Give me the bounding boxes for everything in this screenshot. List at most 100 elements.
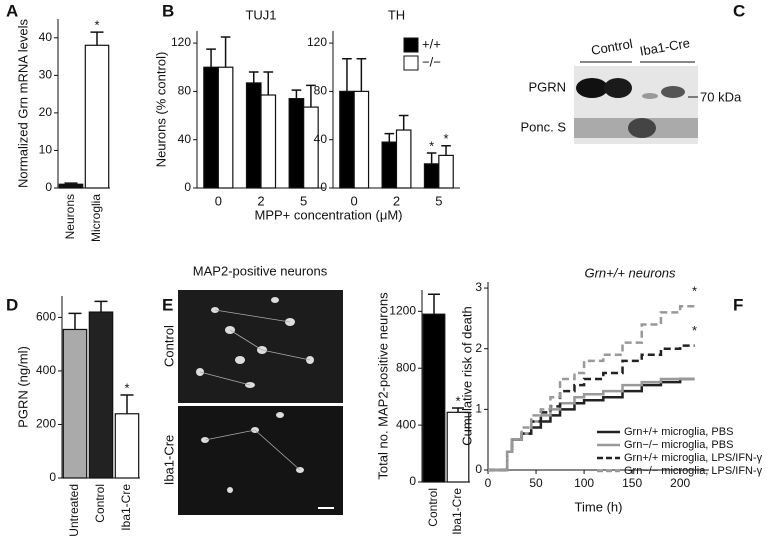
micrograph-panel: MAP2-positive neurons Control Iba1-Cre (161, 263, 343, 515)
x-tick-label: 0 (485, 476, 492, 490)
significance: * (429, 138, 434, 153)
y-tick-label: 0 (184, 180, 191, 194)
x-tick-label: Iba1-Cre (450, 488, 464, 535)
y-tick-label: 2 (475, 341, 482, 355)
bar (203, 66, 219, 189)
bar (303, 106, 319, 189)
micrograph-row-label: Iba1-Cre (161, 435, 176, 486)
y-tick-label: 20 (39, 105, 53, 119)
x-tick-label: 5 (300, 193, 307, 208)
legend-label: Grn+/+ microglia, PBS (624, 426, 733, 438)
x-tick-label: 0 (215, 193, 222, 208)
y-tick-label: 600 (36, 310, 56, 324)
error-bar (263, 71, 274, 96)
x-tick-label: 0 (351, 193, 358, 208)
micrograph-title: MAP2-positive neurons (193, 263, 328, 278)
band (576, 78, 608, 98)
bar (58, 183, 84, 189)
error-bar (356, 58, 367, 92)
y-tick-label: 40 (178, 132, 192, 146)
bar (395, 129, 412, 189)
x-tick-label: Iba1-Cre (119, 484, 133, 531)
y-tick-label: 200 (36, 417, 56, 431)
y-tick-label: 1200 (389, 304, 416, 318)
significance: * (124, 380, 129, 395)
y-tick-label: 1 (475, 402, 482, 416)
y-tick-label: 400 (36, 363, 56, 377)
x-tick-label: Control (426, 488, 440, 527)
x-tick-label: Neurons (63, 194, 77, 239)
micrograph-row-label: Control (161, 325, 176, 367)
y-axis-label: Total no. MAP2-positive neurons (375, 292, 390, 480)
band (661, 86, 685, 98)
significance: * (455, 393, 460, 408)
micrograph-image (178, 406, 343, 515)
error-bar (64, 182, 78, 185)
bar (381, 141, 398, 189)
x-tick-label: 2 (393, 193, 400, 208)
legend-label: Grn−/− microglia, PBS (624, 439, 733, 451)
panel-letter: B (162, 1, 174, 20)
band (604, 78, 632, 98)
legend-swatch (403, 55, 419, 71)
y-tick-label: 80 (178, 84, 192, 98)
y-tick-label: 30 (39, 68, 53, 82)
error-bar (306, 84, 316, 108)
bar (438, 154, 454, 189)
legend-label: −/− (422, 54, 441, 69)
error-bar (398, 114, 409, 131)
error-bar (248, 71, 259, 83)
y-axis-label: Normalized Grn mRNA levels (15, 18, 30, 188)
blot-group-label: Control (590, 36, 634, 58)
error-bar (68, 312, 82, 330)
y-axis-label: Cumulative risk of death (459, 306, 474, 445)
legend-label: Grn+/+ microglia, LPS/IFN-γ (624, 452, 763, 464)
panel-letter: D (6, 295, 18, 314)
x-tick-label: 150 (622, 476, 642, 490)
y-tick-label: 0 (49, 470, 56, 484)
y-tick-label: 120 (307, 35, 327, 49)
band (628, 118, 656, 138)
y-tick-label: 40 (39, 30, 53, 44)
error-bar (342, 58, 352, 92)
panel-letter: F (733, 295, 743, 314)
error-bar (384, 132, 395, 143)
blot-row-label: PGRN (528, 79, 566, 94)
bar (88, 311, 114, 479)
significance: * (443, 131, 448, 146)
bar (84, 44, 110, 189)
blot-row-label: Ponc. S (520, 119, 566, 134)
y-tick-label: 80 (314, 84, 328, 98)
y-tick-label: 3 (475, 280, 482, 294)
y-tick-label: 800 (396, 360, 416, 374)
step-line (488, 305, 695, 472)
blot-panel: C Control Iba1-Cre PGRN Ponc. S 70 kDa (520, 1, 745, 144)
bar (353, 90, 370, 189)
x-axis-label: Time (h) (575, 499, 623, 514)
bar (245, 82, 262, 189)
y-tick-label: 40 (314, 132, 328, 146)
significance: * (692, 323, 697, 338)
x-tick-label: Control (93, 484, 107, 523)
bar (217, 66, 234, 189)
y-axis-label: Neurons (% control) (153, 52, 168, 168)
chart-title: Grn+/+ neurons (584, 265, 676, 280)
x-tick-label: Untreated (67, 484, 81, 537)
x-tick-label: 50 (529, 476, 543, 490)
legend-label: Grn−/− microglia, LPS/IFN-γ (624, 465, 763, 477)
panel-title: TUJ1 (245, 7, 276, 22)
error-bar (94, 300, 108, 313)
y-tick-label: 0 (409, 474, 416, 488)
bar (423, 163, 440, 189)
band (642, 93, 658, 99)
bar (422, 313, 446, 483)
error-bar (220, 36, 231, 68)
y-axis-label: PGRN (ng/ml) (15, 346, 30, 428)
panel-title: TH (388, 7, 405, 22)
neurites (199, 309, 311, 471)
x-tick-label: Microglia (89, 194, 103, 242)
bar (62, 328, 88, 479)
error-bar (426, 152, 437, 164)
panel-letter: E (162, 295, 173, 314)
